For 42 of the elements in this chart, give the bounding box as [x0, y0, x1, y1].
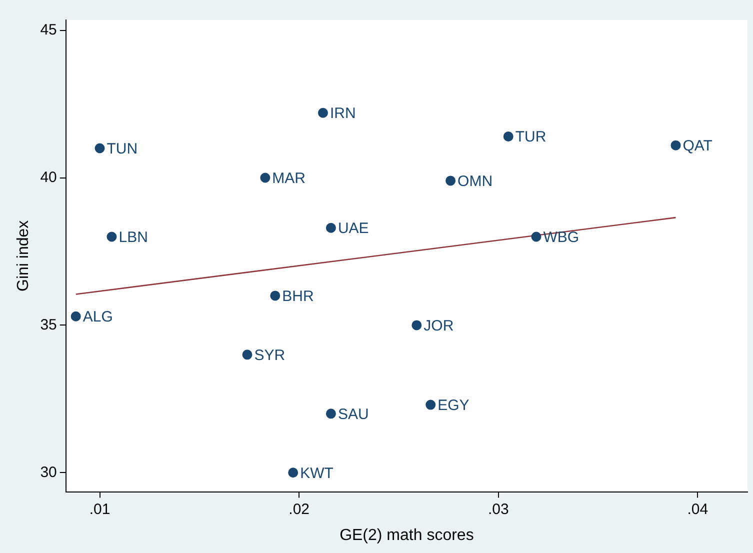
annotation: QAT: [682, 137, 712, 154]
point: [531, 232, 542, 242]
y-tick-label: 45: [40, 21, 57, 38]
annotation: ALG: [82, 308, 113, 326]
point: [242, 350, 252, 360]
annotation: BHR: [282, 288, 314, 305]
annotation: LBN: [118, 228, 148, 246]
annotation: UAE: [338, 220, 369, 238]
x-tick-label: .01: [89, 500, 110, 518]
point: [106, 232, 117, 242]
annotation: EGY: [438, 396, 470, 414]
point: [318, 108, 328, 118]
annotation: TUN: [106, 140, 138, 158]
y-tick-label: 35: [40, 316, 57, 334]
y-tick-label: 30: [40, 464, 57, 481]
x-tick-label: .04: [687, 500, 708, 518]
point: [326, 222, 336, 233]
x-tick-label: .02: [288, 500, 310, 518]
point: [260, 172, 270, 183]
point: [70, 311, 81, 322]
point: [326, 408, 336, 419]
annotation: WBG: [543, 228, 580, 246]
point: [426, 400, 436, 410]
point: [94, 143, 105, 154]
y-axis-title: Gini index: [15, 220, 32, 292]
annotation: SYR: [254, 346, 286, 364]
point: [270, 290, 280, 301]
annotation: SAU: [338, 406, 369, 423]
point: [503, 131, 514, 142]
point: [288, 468, 298, 478]
annotation: OMN: [458, 172, 493, 190]
x-tick-label: .03: [488, 500, 509, 518]
annotation: KWT: [300, 464, 334, 482]
annotation: MAR: [272, 170, 306, 187]
x-axis-title: GE(2) math scores: [340, 526, 474, 544]
y-tick-label: 40: [40, 168, 57, 186]
point: [412, 320, 422, 330]
point: [670, 140, 681, 150]
point: [446, 176, 456, 186]
annotation: IRN: [330, 105, 356, 122]
annotation: JOR: [424, 317, 454, 334]
annotation: TUR: [515, 128, 546, 146]
